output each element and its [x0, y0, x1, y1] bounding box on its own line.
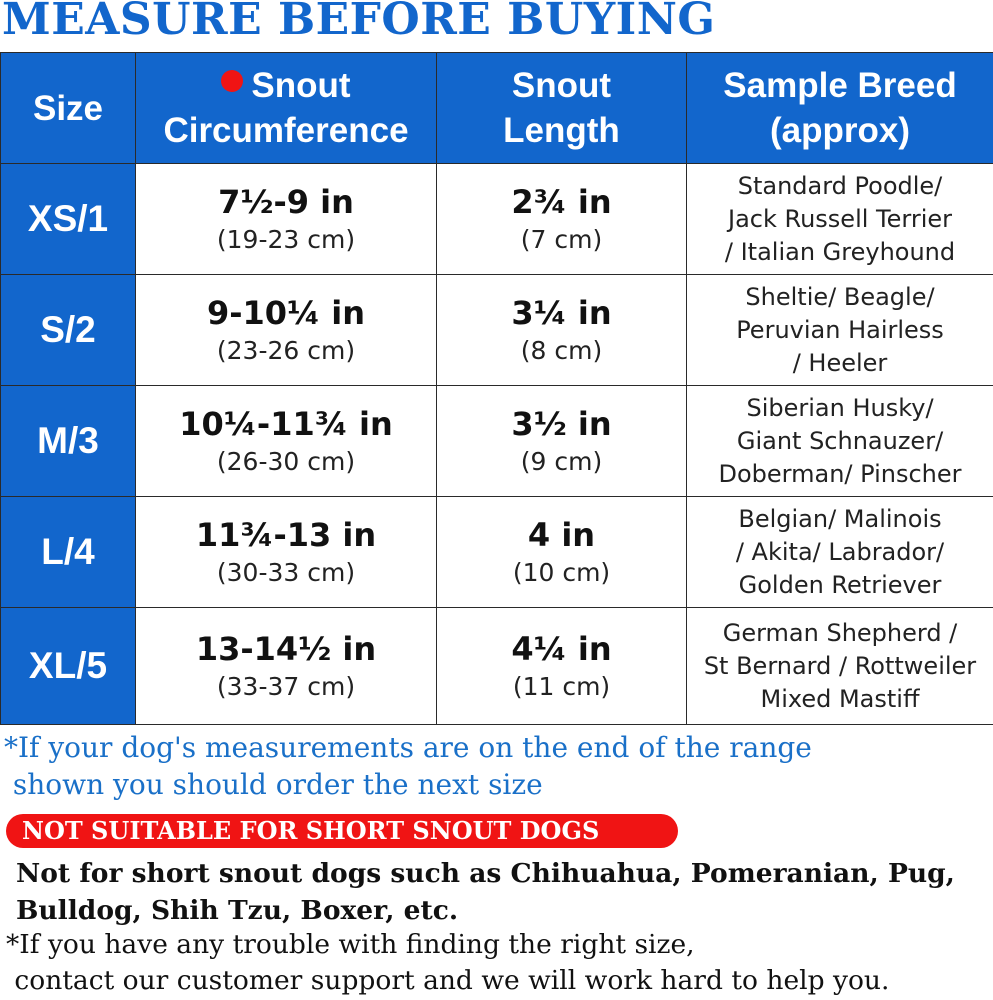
red-dot-icon	[221, 70, 244, 92]
table-row: L/4 11¾-13 in (30-33 cm) 4 in (10 cm) Be…	[0, 496, 993, 608]
length-cm: (11 cm)	[512, 672, 611, 701]
header-circ-line2: Circumference	[163, 111, 409, 150]
support-line2: contact our customer support and we will…	[6, 965, 890, 996]
circumference-cell: 7½-9 in (19-23 cm)	[135, 163, 437, 275]
circumference-cm: (30-33 cm)	[216, 558, 356, 587]
table-row: XL/5 13-14½ in (33-37 cm) 4¼ in (11 cm) …	[0, 607, 993, 725]
table-row: XS/1 7½-9 in (19-23 cm) 2¾ in (7 cm) Sta…	[0, 163, 993, 275]
header-snout-circumference: Snout Circumference	[135, 52, 437, 164]
circumference-cm: (19-23 cm)	[216, 225, 356, 254]
warning-line2: Bulldog, Shih Tzu, Boxer, etc.	[16, 895, 459, 926]
header-breed-line2: (approx)	[770, 111, 910, 150]
circumference-cell: 11¾-13 in (30-33 cm)	[135, 496, 437, 608]
circumference-inches: 7½-9 in	[218, 183, 354, 221]
not-suitable-banner: NOT SUITABLE FOR SHORT SNOUT DOGS	[6, 814, 678, 848]
page-title: MEASURE BEFORE BUYING	[2, 0, 716, 45]
breed-line: Mixed Mastiff	[760, 684, 920, 713]
length-inches: 3½ in	[511, 405, 612, 443]
header-length-line1: Snout	[511, 66, 612, 105]
circumference-cell: 13-14½ in (33-37 cm)	[135, 607, 437, 725]
length-inches: 3¼ in	[511, 294, 612, 332]
breed-cell: Sheltie/ Beagle/ Peruvian Hairless / Hee…	[686, 274, 993, 386]
breed-line: Belgian/ Malinois	[738, 504, 942, 533]
warning-line1: Not for short snout dogs such as Chihuah…	[16, 858, 955, 889]
breed-line: German Shepherd /	[722, 618, 958, 647]
size-cell: L/4	[0, 496, 136, 608]
range-note-line1: *If your dog's measurements are on the e…	[4, 731, 812, 764]
circumference-cm: (23-26 cm)	[216, 336, 356, 365]
table-row: M/3 10¼-11¾ in (26-30 cm) 3½ in (9 cm) S…	[0, 385, 993, 497]
header-circ-line1: Snout	[251, 66, 351, 105]
length-inches: 4 in	[527, 516, 596, 554]
length-cm: (8 cm)	[520, 336, 603, 365]
length-cell: 3½ in (9 cm)	[436, 385, 687, 497]
size-chart-table: Size Snout Circumference Snout Length Sa…	[0, 52, 993, 725]
circumference-cell: 10¼-11¾ in (26-30 cm)	[135, 385, 437, 497]
support-line1: *If you have any trouble with finding th…	[6, 929, 695, 960]
size-cell: XL/5	[0, 607, 136, 725]
length-cm: (9 cm)	[520, 447, 603, 476]
breed-cell: Siberian Husky/ Giant Schnauzer/ Doberma…	[686, 385, 993, 497]
size-cell: XS/1	[0, 163, 136, 275]
circumference-cm: (26-30 cm)	[216, 447, 356, 476]
circumference-cell: 9-10¼ in (23-26 cm)	[135, 274, 437, 386]
header-breed-line1: Sample Breed	[723, 66, 957, 105]
length-cell: 3¼ in (8 cm)	[436, 274, 687, 386]
circumference-inches: 13-14½ in	[195, 630, 377, 668]
length-cell: 4¼ in (11 cm)	[436, 607, 687, 725]
breed-line: Jack Russell Terrier	[727, 204, 952, 233]
breed-cell: Standard Poodle/ Jack Russell Terrier / …	[686, 163, 993, 275]
table-header-row: Size Snout Circumference Snout Length Sa…	[0, 52, 993, 164]
support-note: *If you have any trouble with finding th…	[6, 927, 889, 999]
circumference-inches: 11¾-13 in	[195, 516, 377, 554]
breed-line: Doberman/ Pinscher	[718, 459, 962, 488]
length-inches: 4¼ in	[511, 630, 612, 668]
breed-line: Peruvian Hairless	[736, 315, 944, 344]
breed-line: Sheltie/ Beagle/	[745, 282, 935, 311]
length-cell: 4 in (10 cm)	[436, 496, 687, 608]
short-snout-warning: Not for short snout dogs such as Chihuah…	[16, 855, 955, 929]
header-sample-breed: Sample Breed (approx)	[686, 52, 993, 164]
size-cell: M/3	[0, 385, 136, 497]
breed-line: Giant Schnauzer/	[736, 426, 944, 455]
breed-line: St Bernard / Rottweiler	[703, 651, 977, 680]
circumference-inches: 9-10¼ in	[206, 294, 366, 332]
breed-cell: German Shepherd / St Bernard / Rottweile…	[686, 607, 993, 725]
circumference-cm: (33-37 cm)	[216, 672, 356, 701]
header-length-line2: Length	[503, 111, 620, 150]
breed-line: / Akita/ Labrador/	[735, 537, 945, 566]
length-cm: (7 cm)	[520, 225, 603, 254]
breed-line: Siberian Husky/	[746, 393, 934, 422]
length-cm: (10 cm)	[512, 558, 611, 587]
breed-line: / Italian Greyhound	[724, 237, 956, 266]
length-cell: 2¾ in (7 cm)	[436, 163, 687, 275]
breed-line: / Heeler	[792, 348, 888, 377]
breed-line: Standard Poodle/	[737, 171, 943, 200]
range-note-line2: shown you should order the next size	[4, 768, 543, 801]
length-inches: 2¾ in	[511, 183, 612, 221]
table-row: S/2 9-10¼ in (23-26 cm) 3¼ in (8 cm) She…	[0, 274, 993, 386]
circumference-inches: 10¼-11¾ in	[179, 405, 393, 443]
breed-line: Golden Retriever	[738, 570, 942, 599]
header-snout-length: Snout Length	[436, 52, 687, 164]
header-size: Size	[0, 52, 136, 164]
size-cell: S/2	[0, 274, 136, 386]
breed-cell: Belgian/ Malinois / Akita/ Labrador/ Gol…	[686, 496, 993, 608]
